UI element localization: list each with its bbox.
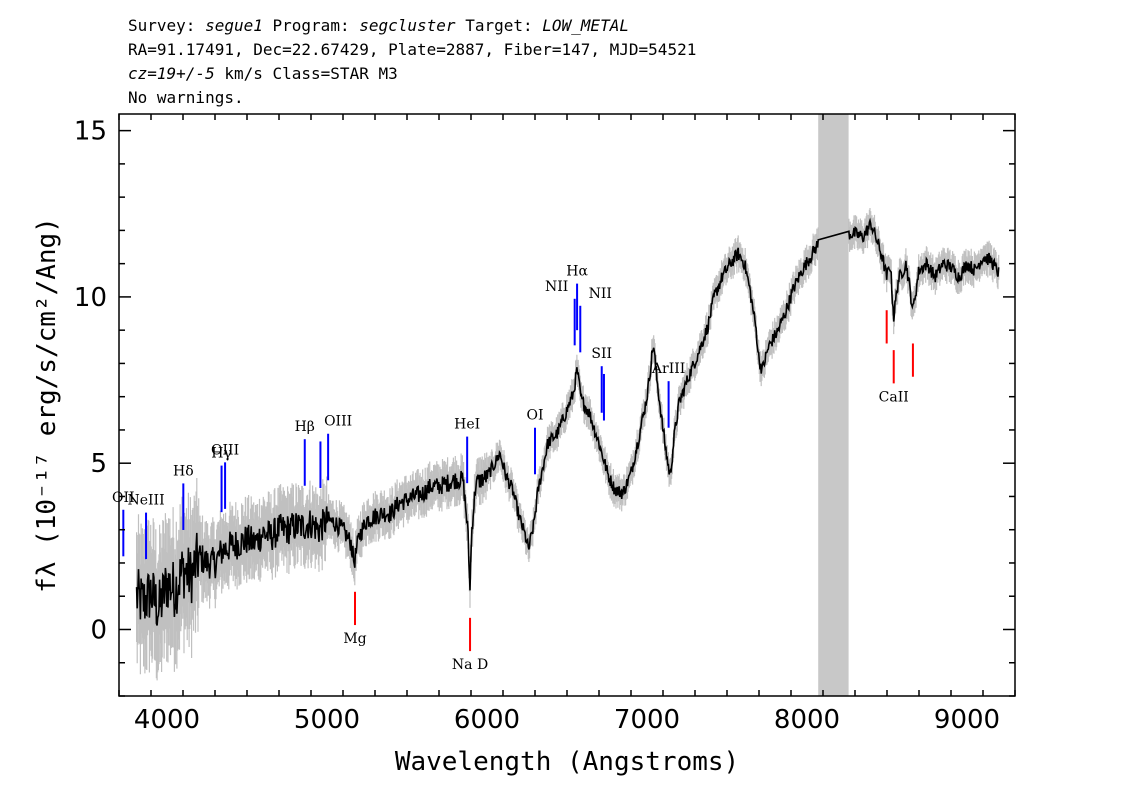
header-line-1: Survey: segue1 Program: segcluster Targe… [128,14,696,38]
line-label: NeIII [127,493,164,509]
line-label: Hα [566,264,588,280]
y-axis-title: fλ (10⁻¹⁷ erg/s/cm²/Ang) [32,217,62,593]
line-label: NII [545,279,568,295]
x-tick-label: 5000 [294,705,360,735]
x-tick-label: 4000 [134,705,200,735]
survey-label: Survey: [128,16,196,35]
line-label: Hδ [173,463,194,479]
line-label: HeI [454,417,480,433]
target-label: Target: [465,16,533,35]
header-line-3: cz=19+/-5 km/s Class=STAR M3 [128,62,696,86]
line-label: Hγ [211,446,232,462]
line-label: OI [526,408,543,424]
header-line-2: RA=91.17491, Dec=22.67429, Plate=2887, F… [128,40,697,59]
line-label: SII [591,346,612,362]
redshift-value: cz=19+/-5 [128,64,215,83]
class-value: km/s Class=STAR M3 [214,64,398,83]
line-label: OII [112,490,135,506]
program-value: segcluster [359,16,456,35]
spectrum-line [135,217,1000,626]
line-label: Mg [343,631,366,647]
line-label: OIII [324,414,352,430]
y-tick-label: 15 [74,117,107,147]
y-tick-label: 0 [90,615,107,645]
x-tick-label: 6000 [454,705,520,735]
line-label: CaII [879,389,909,405]
header-line-4: No warnings. [128,88,244,107]
program-label: Program: [272,16,350,35]
x-tick-label: 7000 [614,705,680,735]
x-tick-label: 9000 [934,705,1000,735]
line-label: NII [589,286,612,302]
line-label: OIII [211,442,239,458]
y-tick-label: 5 [90,449,107,479]
line-label: ArIII [651,361,685,377]
y-tick-label: 10 [74,283,107,313]
line-label: Na D [452,657,488,673]
target-value: LOW_METAL [542,16,629,35]
survey-value: segue1 [205,16,263,35]
spectrum-header: Survey: segue1 Program: segcluster Targe… [128,14,696,110]
x-axis-title: Wavelength (Angstroms) [395,747,739,777]
masked-region [818,114,849,696]
x-tick-label: 8000 [774,705,840,735]
line-label: Hβ [295,419,315,435]
